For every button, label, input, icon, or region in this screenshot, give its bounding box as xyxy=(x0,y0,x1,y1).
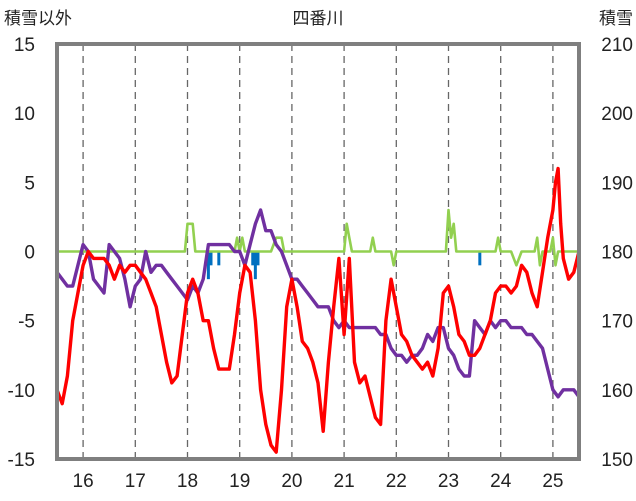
left-axis-label: 積雪以外 xyxy=(4,9,72,29)
series-line xyxy=(55,208,581,399)
series-bar xyxy=(253,251,257,280)
right-tick-label: 180 xyxy=(601,243,633,264)
series-bar xyxy=(206,251,210,280)
left-tick-label: 15 xyxy=(14,35,35,56)
right-tick-label: 190 xyxy=(601,173,633,194)
series-bar xyxy=(217,251,221,266)
series-bar xyxy=(478,251,482,266)
x-tick-label: 19 xyxy=(229,471,250,492)
x-axis-ticks: 16 17 18 19 20 21 22 23 24 25 xyxy=(73,471,564,492)
left-tick-label: 5 xyxy=(24,173,35,194)
right-axis-label: 積雪 xyxy=(599,9,633,29)
chart-title: 四番川 xyxy=(293,9,344,29)
right-tick-label: 210 xyxy=(601,35,633,56)
series-group xyxy=(55,166,581,454)
x-tick-label: 22 xyxy=(386,471,407,492)
right-tick-label: 200 xyxy=(601,104,633,125)
right-tick-label: 170 xyxy=(601,312,633,333)
left-tick-label: 0 xyxy=(24,243,35,264)
x-tick-label: 20 xyxy=(281,471,302,492)
x-tick-label: 17 xyxy=(125,471,146,492)
series-line xyxy=(55,166,581,454)
right-axis-ticks: 210 200 190 180 170 160 150 xyxy=(601,35,633,471)
x-tick-label: 16 xyxy=(73,471,94,492)
right-tick-label: 150 xyxy=(601,450,633,471)
series-bar xyxy=(251,251,255,266)
left-tick-label: -10 xyxy=(8,381,35,402)
x-tick-label: 21 xyxy=(334,471,355,492)
x-tick-label: 18 xyxy=(177,471,198,492)
series-bar xyxy=(209,251,213,266)
left-axis-ticks: 15 10 5 0 -5 -10 -15 xyxy=(8,35,35,471)
x-tick-label: 24 xyxy=(490,471,512,492)
left-tick-label: 10 xyxy=(14,104,35,125)
right-tick-label: 160 xyxy=(601,381,633,402)
left-tick-label: -15 xyxy=(8,450,35,471)
x-tick-label: 23 xyxy=(438,471,459,492)
series-line xyxy=(55,208,581,267)
plot-frame xyxy=(55,42,581,461)
series-bar xyxy=(256,251,260,266)
x-tick-label: 25 xyxy=(542,471,563,492)
left-tick-label: -5 xyxy=(18,312,35,333)
